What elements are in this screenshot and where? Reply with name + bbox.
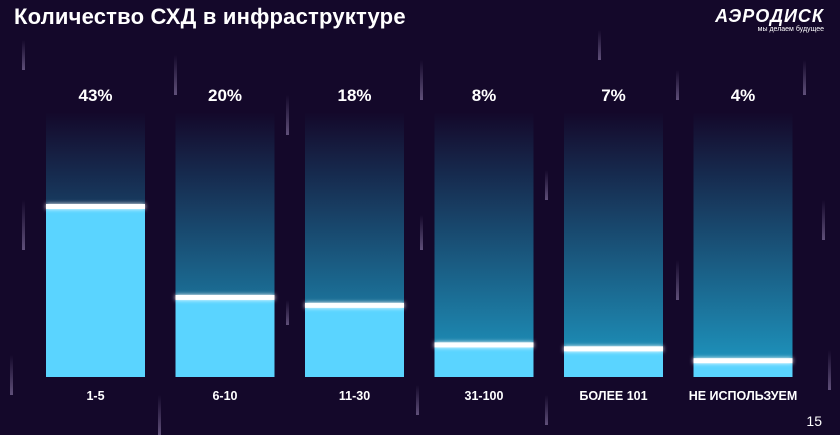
decorative-streak <box>22 40 25 70</box>
logo-text: АЭРОДИСК <box>715 6 824 26</box>
bar-group: 18% 11-30 <box>305 86 404 403</box>
category-label: НЕ ИСПОЛЬЗУЕМ <box>689 389 798 403</box>
decorative-streak <box>803 60 806 95</box>
bar-top-marker <box>305 302 404 308</box>
decorative-streak <box>420 60 423 100</box>
category-label: 11-30 <box>339 389 370 403</box>
bar-top-marker <box>175 294 275 300</box>
decorative-streak <box>545 395 548 425</box>
decorative-streak <box>10 355 13 395</box>
bar <box>693 361 793 377</box>
bar-top-marker <box>693 358 793 364</box>
decorative-streak <box>416 385 419 415</box>
bar <box>434 345 534 377</box>
category-label: 6-10 <box>212 389 237 403</box>
value-label: 4% <box>731 86 756 105</box>
bar-top-marker <box>46 204 145 209</box>
bar-track <box>434 112 534 377</box>
decorative-streak <box>286 95 289 135</box>
decorative-streak <box>158 395 161 435</box>
bar <box>564 349 663 377</box>
category-label: 1-5 <box>86 389 104 403</box>
bar-top-marker <box>434 342 534 348</box>
bar-group: 8% 31-100 <box>434 86 534 403</box>
bar-group: 7% БОЛЕЕ 101 <box>564 86 663 403</box>
category-label: 31-100 <box>465 389 504 403</box>
value-label: 7% <box>601 86 626 105</box>
logo-tagline: мы делаем будущее <box>757 26 824 33</box>
bar <box>305 305 404 377</box>
decorative-streak <box>676 260 679 300</box>
value-label: 43% <box>78 86 112 105</box>
bar-track <box>564 112 663 377</box>
category-label: БОЛЕЕ 101 <box>579 389 647 403</box>
value-label: 18% <box>337 86 371 105</box>
decorative-streak <box>598 30 601 60</box>
decorative-streak <box>545 170 548 200</box>
decorative-streak <box>420 215 423 250</box>
value-label: 8% <box>472 86 497 105</box>
bar <box>46 207 145 377</box>
bar-top-marker <box>564 346 663 352</box>
decorative-streak <box>174 55 177 95</box>
bar-group: 20% 6-10 <box>175 86 275 403</box>
decorative-streak <box>286 300 289 325</box>
page-title: Количество СХД в инфраструктуре <box>14 4 406 29</box>
decorative-streak <box>676 70 679 100</box>
value-label: 20% <box>208 86 242 105</box>
bar <box>175 297 275 377</box>
logo: АЭРОДИСК мы делаем будущее <box>696 6 824 36</box>
bar-group: 4% НЕ ИСПОЛЬЗУЕМ <box>689 86 798 403</box>
bar-group: 43% 1-5 <box>46 86 145 403</box>
decorative-streak <box>22 200 25 250</box>
decorative-streak <box>828 350 831 390</box>
page-number: 15 <box>806 413 822 429</box>
decorative-streak <box>822 200 825 240</box>
bar-track <box>693 112 793 377</box>
